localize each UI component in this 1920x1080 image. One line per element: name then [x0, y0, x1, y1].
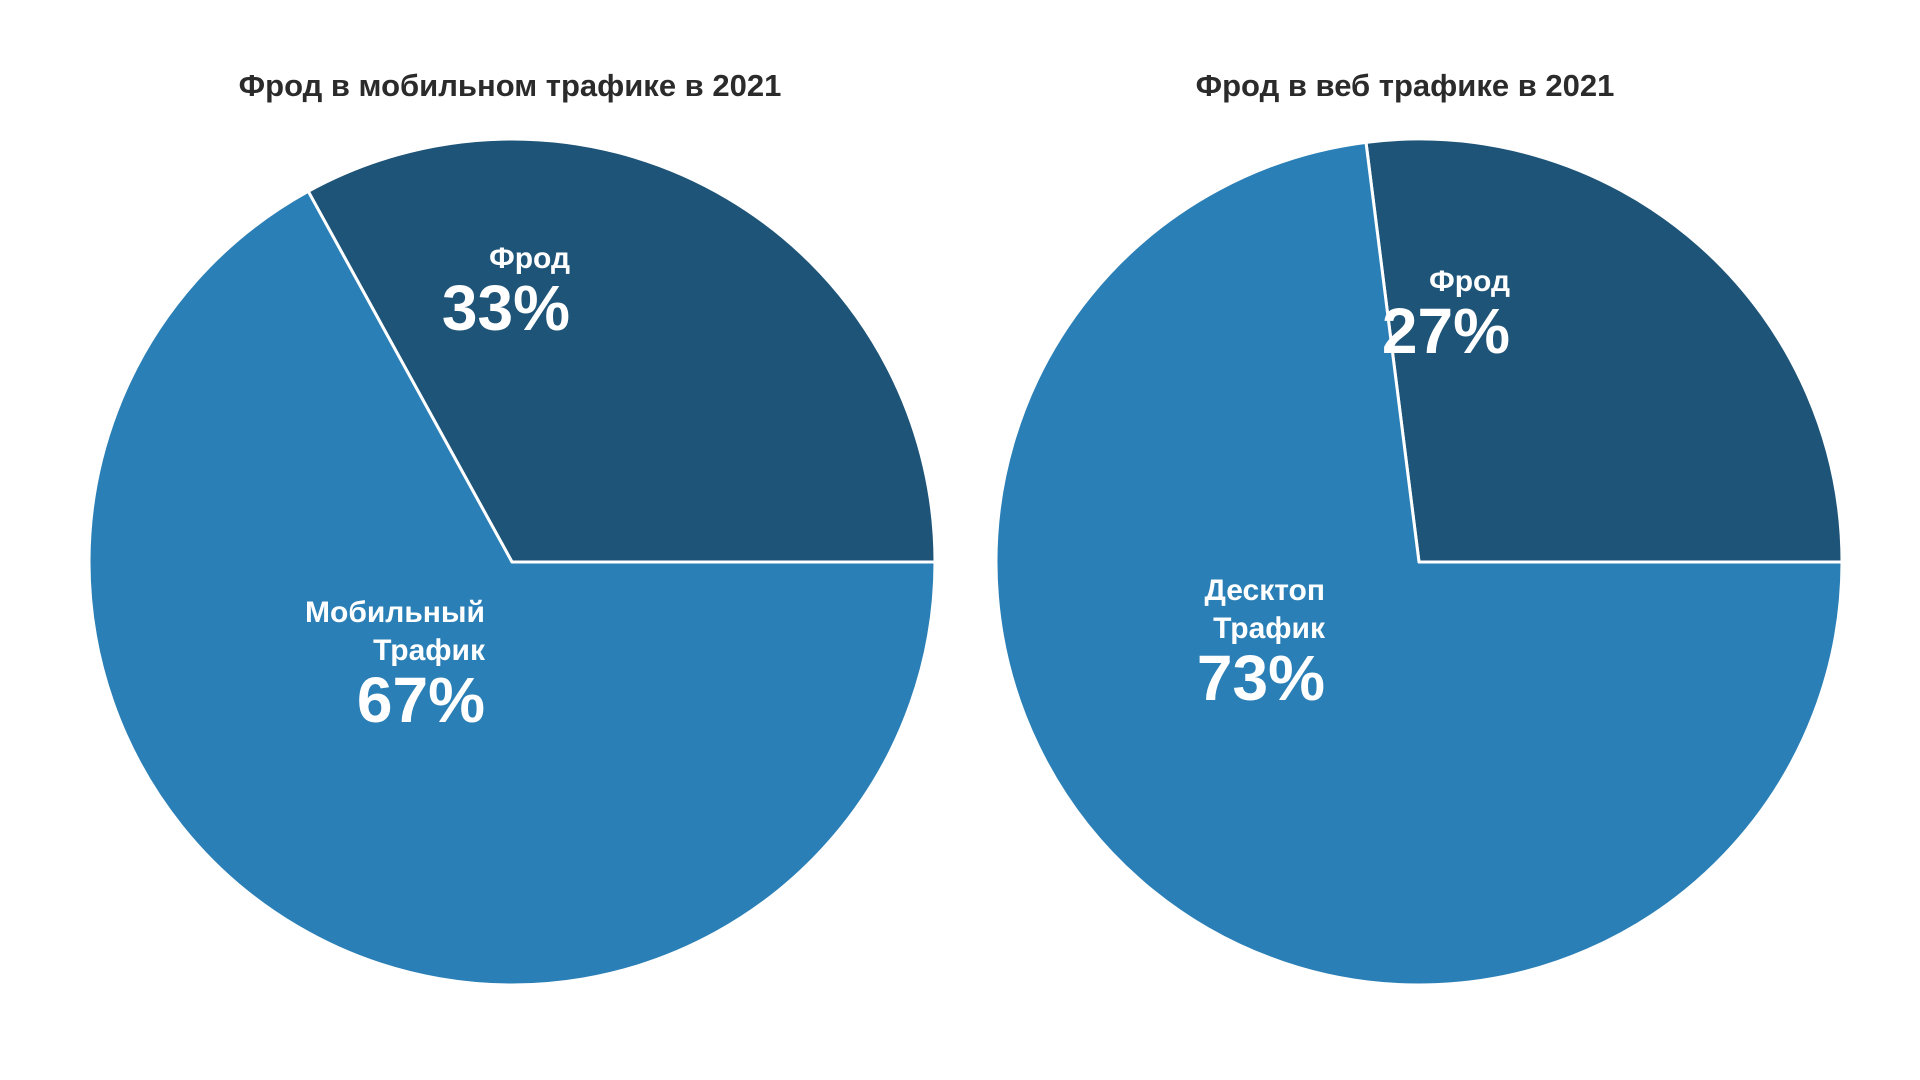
slice-percent-text: 33%: [442, 272, 570, 344]
chart-title: Фрод в мобильном трафике в 2021: [238, 68, 782, 103]
slice-name-text: Трафик: [1213, 612, 1326, 645]
pie-slice-traffic: [994, 140, 1844, 987]
pie-slice-traffic: [87, 189, 937, 987]
chart-title: Фрод в веб трафике в 2021: [1195, 68, 1615, 103]
slice-name-text: Фрод: [489, 242, 570, 275]
slice-name-text: Фрод: [1429, 265, 1510, 298]
pie-chart-mobile: Фрод в мобильном трафике в 2021 Фрод 33% М…: [87, 68, 937, 987]
slice-name-text: Десктоп: [1205, 574, 1325, 607]
pie-chart-web: Фрод в веб трафике в 2021 Фрод 27% Десктоп…: [960, 0, 1920, 1080]
pie-slice-fraud: [1364, 137, 1844, 564]
slice-name-text: Мобильный: [305, 596, 485, 629]
slice-percent-text: 67%: [357, 664, 485, 736]
slice-name-text: Трафик: [373, 634, 486, 667]
pie-slice-fraud: [306, 137, 937, 564]
slice-percent-text: 27%: [1382, 295, 1510, 367]
slice-percent-text: 73%: [1197, 642, 1325, 714]
